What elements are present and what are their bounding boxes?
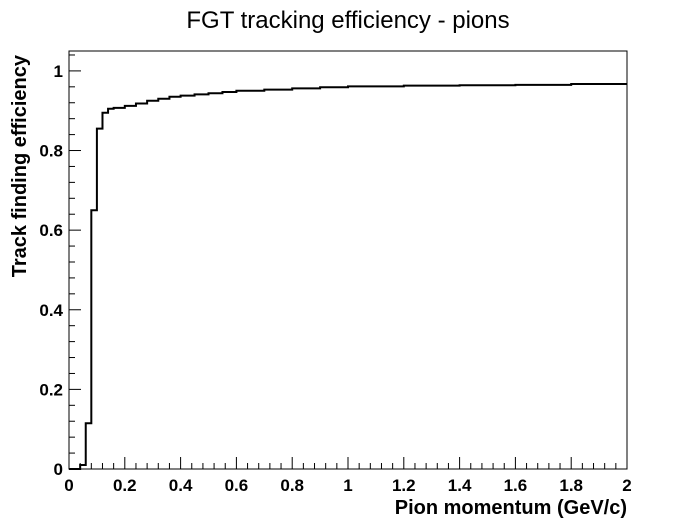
x-axis-label: Pion momentum (GeV/c)	[395, 497, 627, 519]
plot-frame	[68, 50, 628, 470]
x-tick-label: 1.4	[448, 476, 472, 495]
x-tick-labels: 0 0.2 0.4 0.6 0.8 1 1.2 1.4 1.6 1.8 2	[64, 476, 631, 495]
x-tick-label: 1.6	[504, 476, 528, 495]
series-line	[69, 83, 627, 470]
y-tick-label: 0	[54, 460, 63, 479]
x-tick-label: 0.4	[169, 476, 193, 495]
x-tick-label: 0	[64, 476, 73, 495]
x-tick-label: 1.8	[559, 476, 583, 495]
x-tick-label: 2	[622, 476, 631, 495]
axis-ticks	[68, 54, 628, 470]
x-tick-label: 0.8	[280, 476, 304, 495]
x-tick-label: 1.2	[392, 476, 416, 495]
x-tick-label: 1	[343, 476, 352, 495]
y-tick-label: 0.8	[39, 142, 63, 161]
y-tick-label: 0.2	[39, 380, 63, 399]
x-tick-label: 0.2	[113, 476, 137, 495]
y-tick-labels: 0 0.2 0.4 0.6 0.8 1	[39, 62, 63, 479]
y-tick-label: 0.4	[39, 301, 63, 320]
y-tick-label: 1	[54, 62, 63, 81]
chart-title: FGT tracking efficiency - pions	[186, 7, 509, 34]
x-tick-label: 0.6	[225, 476, 249, 495]
y-tick-label: 0.6	[39, 221, 63, 240]
y-axis-label: Track finding efficiency	[9, 54, 31, 277]
